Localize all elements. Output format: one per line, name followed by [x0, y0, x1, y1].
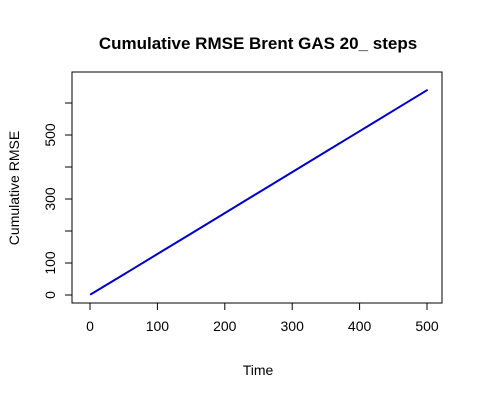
series-layer	[89, 89, 428, 296]
y-axis: 0 100 300 500	[42, 102, 73, 299]
plot-frame	[71, 71, 443, 304]
data-point	[426, 89, 428, 92]
y-tick-label: 100	[42, 251, 58, 275]
data-point	[358, 130, 361, 133]
y-tick-label: 0	[42, 291, 58, 299]
data-point	[257, 191, 260, 194]
data-point	[122, 273, 125, 276]
data-point	[291, 171, 294, 174]
x-tick-label: 500	[415, 318, 439, 334]
x-tick-label: 0	[86, 318, 94, 334]
x-tick-label: 400	[348, 318, 372, 334]
data-point	[190, 232, 193, 235]
data-point	[156, 253, 159, 255]
y-axis-label: Cumulative RMSE	[6, 131, 22, 245]
chart-title: Cumulative RMSE Brent GAS 20_ steps	[99, 34, 417, 53]
x-tick-label: 200	[213, 318, 237, 334]
data-point	[325, 150, 327, 153]
y-tick-label: 500	[42, 123, 58, 147]
x-axis-label: Time	[243, 362, 274, 378]
x-axis: 0 100 200 300 400 500	[86, 302, 439, 334]
data-point	[89, 293, 92, 296]
x-tick-label: 300	[281, 318, 305, 334]
y-tick-label: 300	[42, 187, 58, 211]
x-tick-label: 100	[146, 318, 170, 334]
data-point	[223, 212, 226, 214]
data-point	[392, 109, 395, 112]
